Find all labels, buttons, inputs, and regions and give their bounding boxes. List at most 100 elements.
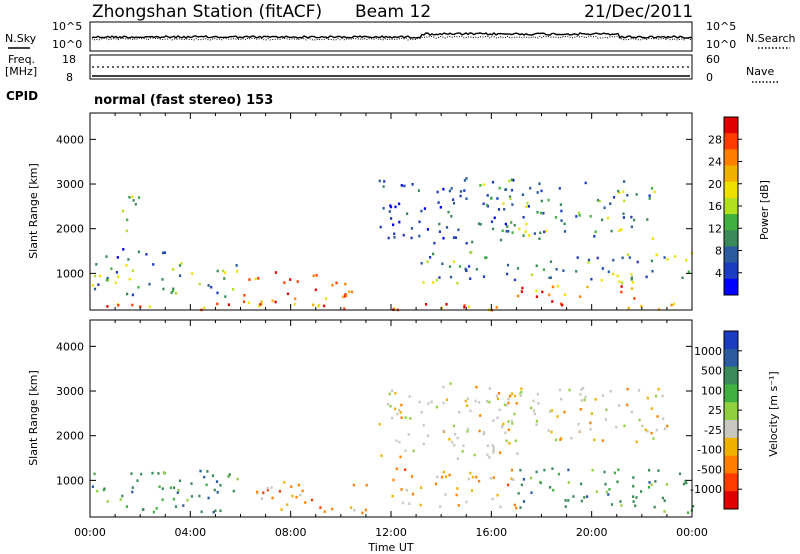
power-cell	[452, 236, 456, 239]
velocity-cell	[568, 388, 571, 392]
velocity-cell	[364, 508, 367, 512]
power-cell	[293, 303, 296, 306]
velocity-cell	[444, 493, 447, 496]
power-cell	[216, 302, 219, 306]
velocity-cell	[378, 422, 381, 426]
velocity-cell	[682, 482, 686, 486]
power-cell	[323, 304, 326, 308]
velocity-cell	[626, 403, 629, 407]
power-cell	[257, 277, 260, 280]
velocity-cell	[507, 420, 510, 423]
station-title: Zhongshan Station (fitACF)	[92, 2, 322, 22]
velocity-cell	[632, 484, 635, 488]
velocity-cell	[136, 479, 139, 482]
power-cell	[560, 219, 563, 222]
power-cell	[432, 281, 435, 284]
velocity-cell	[604, 418, 607, 421]
velocity-cell	[387, 402, 390, 406]
power-cell	[126, 218, 129, 222]
velocity-colorbar-tick-label: 100	[701, 384, 722, 397]
velocity-cell	[464, 399, 467, 403]
power-cell	[463, 179, 466, 182]
velocity-cell	[442, 429, 445, 433]
power-cell	[609, 202, 612, 205]
velocity-cell	[513, 394, 516, 398]
velocity-cell	[595, 490, 598, 493]
velocity-cell	[391, 416, 394, 420]
velocity-colorbar-frame	[723, 330, 739, 510]
power-cell	[670, 303, 673, 307]
velocity-cell	[507, 428, 510, 432]
power-colorbar-label: Power [dB]	[758, 180, 771, 240]
velocity-cell	[157, 472, 160, 475]
power-cell	[633, 297, 636, 300]
power-cell	[681, 276, 684, 280]
velocity-cell	[552, 488, 555, 492]
power-cell	[161, 251, 165, 255]
velocity-cell	[392, 478, 395, 482]
velocity-cell	[456, 436, 459, 440]
velocity-cell	[439, 505, 442, 508]
power-cell	[91, 284, 94, 287]
cpid-mode: normal (fast stereo) 153	[94, 93, 273, 108]
power-cell	[464, 267, 467, 271]
velocity-cell	[404, 449, 407, 452]
velocity-cell	[455, 493, 458, 497]
power-cell	[139, 305, 142, 308]
power-cell	[607, 270, 610, 274]
velocity-cell	[466, 427, 470, 431]
power-cell	[382, 185, 385, 188]
power-cell	[651, 237, 654, 240]
velocity-cell	[430, 400, 433, 404]
power-cell	[127, 258, 130, 261]
power-cell	[465, 177, 468, 180]
power-cell	[379, 225, 382, 229]
velocity-cell	[190, 495, 193, 498]
power-cell	[93, 287, 97, 291]
power-panel: 1000 2000 3000 4000 Slant Range [km] 28 24 20…	[27, 112, 771, 312]
velocity-colorbar-swatch	[724, 437, 738, 457]
velocity-cell	[398, 440, 401, 444]
power-cell	[538, 182, 541, 185]
velocity-cell	[319, 506, 322, 509]
velocity-cell	[420, 486, 423, 489]
velocity-cell	[519, 506, 522, 509]
power-colorbar-tick-label: 24	[708, 156, 722, 169]
velocity-cell	[199, 469, 202, 473]
velocity-cell	[637, 389, 641, 392]
power-cell	[535, 295, 538, 298]
velocity-cell	[499, 505, 502, 509]
velocity-cell	[404, 416, 407, 419]
velocity-cell	[219, 484, 222, 487]
velocity-cell	[497, 392, 501, 395]
velocity-cell	[205, 483, 208, 487]
power-cell	[564, 293, 567, 296]
power-cell	[587, 258, 591, 262]
velocity-colorbar-swatch	[724, 348, 738, 368]
power-cell	[105, 255, 108, 258]
velocity-cell	[556, 415, 559, 418]
velocity-cell	[466, 430, 469, 433]
velocity-cell	[125, 505, 128, 508]
velocity-cell	[219, 509, 222, 513]
power-cell	[623, 180, 626, 183]
velocity-cell	[634, 504, 637, 508]
power-cell	[543, 230, 546, 234]
power-cell	[398, 202, 401, 206]
velocity-cell	[456, 457, 459, 460]
velocity-cell	[564, 505, 567, 508]
velocity-cell	[650, 431, 653, 435]
power-cell	[425, 303, 428, 306]
velocity-cell	[299, 493, 302, 497]
power-cell	[417, 189, 420, 192]
velocity-cell	[623, 424, 626, 428]
nave-tick-top: 60	[706, 53, 720, 66]
velocity-cell	[232, 489, 235, 493]
power-cell	[600, 278, 603, 282]
power-cell	[606, 216, 610, 220]
power-cell	[470, 251, 473, 254]
power-cell	[163, 251, 166, 254]
power-cell	[655, 253, 658, 257]
velocity-cell	[212, 510, 215, 514]
velocity-cell	[436, 475, 439, 479]
